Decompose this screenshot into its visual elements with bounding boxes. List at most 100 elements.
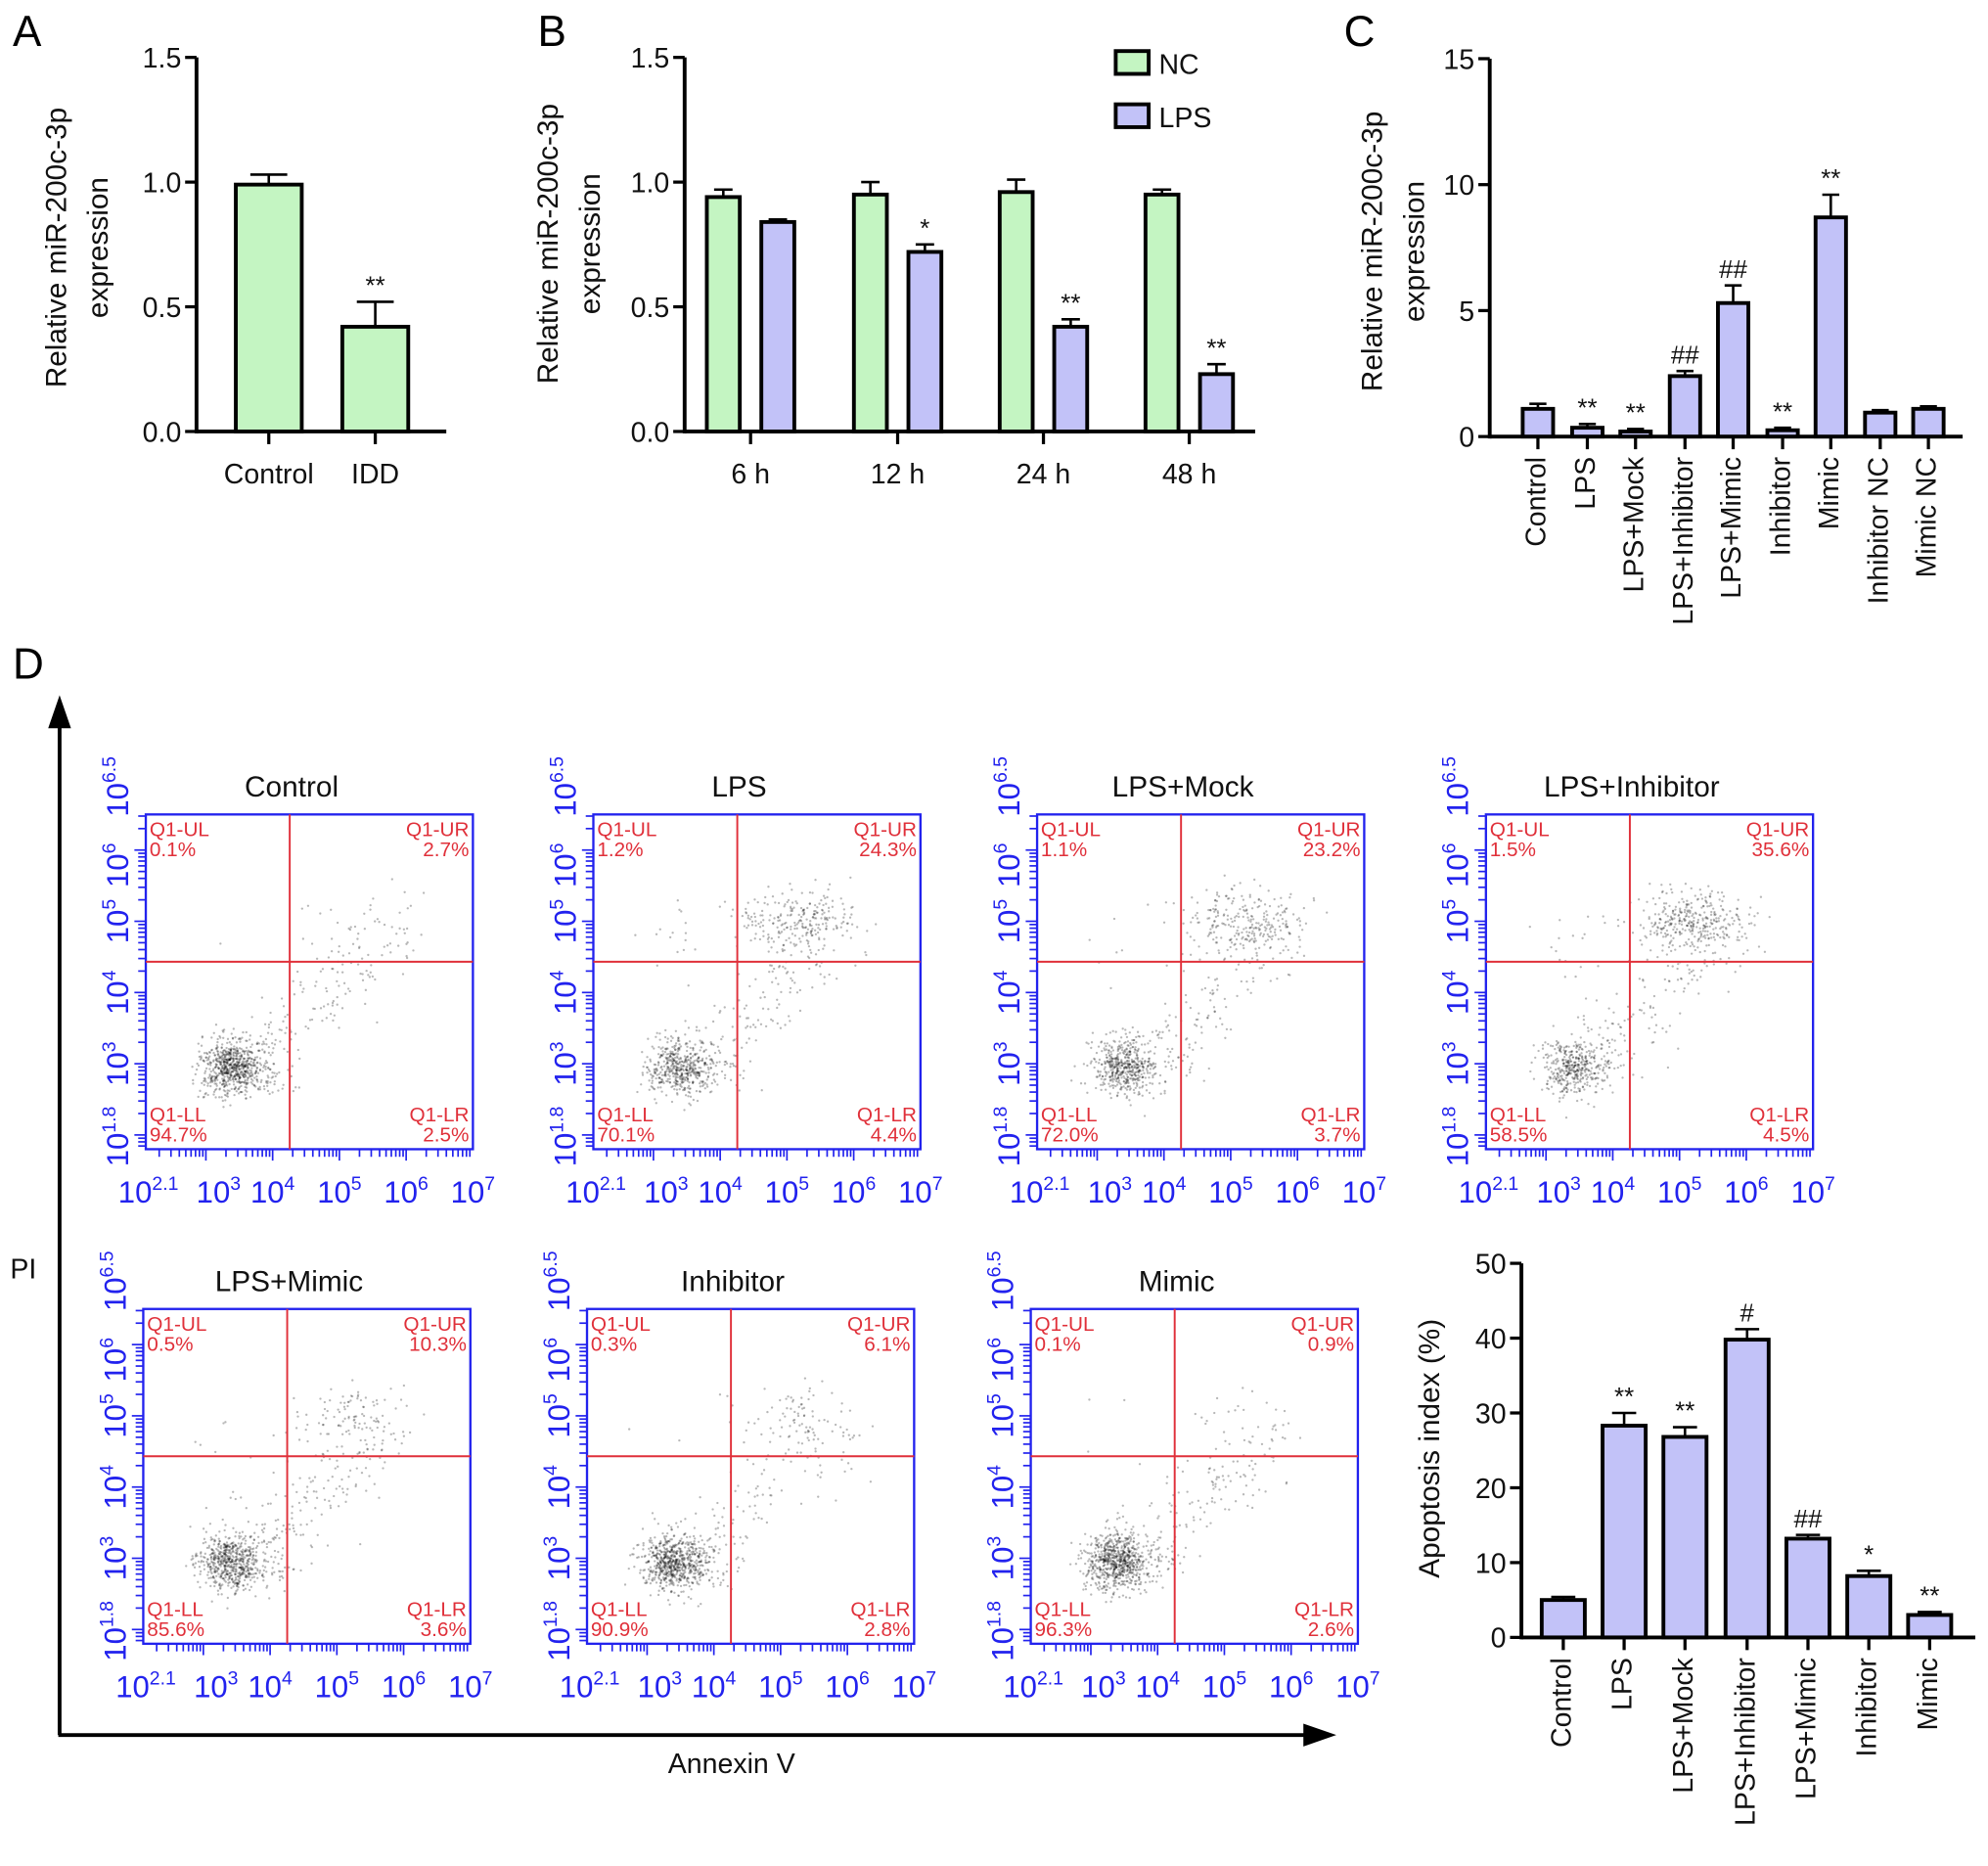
event-dot <box>1575 1075 1579 1078</box>
event-dot <box>372 1400 375 1403</box>
event-dot <box>1579 966 1582 969</box>
tick-exponent: 6 <box>546 843 567 854</box>
event-dot <box>332 999 335 1003</box>
event-dot <box>1276 977 1279 980</box>
event-dot <box>694 1068 698 1070</box>
event-dot <box>209 1536 212 1539</box>
event-dot <box>1271 934 1274 937</box>
event-dot <box>201 1036 203 1039</box>
event-dot <box>1588 1061 1592 1065</box>
event-dot <box>772 922 775 925</box>
event-dot <box>1166 1024 1170 1027</box>
event-dot <box>1583 1066 1587 1069</box>
quadrant-label-ll: Q1-LL <box>1490 1104 1547 1126</box>
event-dot <box>1224 924 1227 927</box>
event-dot <box>1207 1067 1210 1070</box>
event-dot <box>1608 1084 1611 1087</box>
event-dot <box>338 984 340 987</box>
event-dot <box>745 1004 748 1007</box>
event-dot <box>219 1561 223 1564</box>
event-dot <box>247 1067 249 1070</box>
event-dot <box>1552 1092 1555 1095</box>
event-dot <box>808 924 812 927</box>
event-dot <box>768 919 771 922</box>
event-dot <box>778 1003 781 1006</box>
event-dot <box>657 1072 660 1075</box>
event-dot <box>809 948 812 952</box>
event-dot <box>1111 1068 1114 1070</box>
event-dot <box>300 907 303 910</box>
event-dot <box>301 937 305 940</box>
event-dot <box>1617 1054 1620 1057</box>
event-dot <box>215 1547 218 1551</box>
significance-marker: ** <box>1061 290 1080 317</box>
event-dot <box>1217 895 1221 898</box>
y-tick-label: 106.5 <box>546 756 582 817</box>
event-dot <box>674 1042 678 1045</box>
event-dot <box>271 1091 274 1094</box>
event-dot <box>1590 1067 1594 1070</box>
event-dot <box>1273 897 1276 901</box>
event-dot <box>402 928 406 931</box>
event-dot <box>255 1524 258 1526</box>
event-dot <box>1291 913 1295 916</box>
event-dot <box>272 1063 276 1066</box>
y-tick-label: 106 <box>99 843 135 887</box>
event-dot <box>1209 909 1212 912</box>
event-dot <box>222 1077 226 1080</box>
event-dot <box>1532 1044 1535 1047</box>
event-dot <box>1282 937 1286 941</box>
event-dot <box>245 1083 248 1086</box>
event-dot <box>787 898 791 902</box>
event-dot <box>272 1471 275 1475</box>
event-dot <box>272 1561 275 1564</box>
event-dot <box>683 1088 687 1091</box>
tick-exponent: 7 <box>1376 1173 1386 1195</box>
event-dot <box>743 925 746 928</box>
event-dot <box>696 1059 700 1063</box>
event-dot <box>1256 958 1259 962</box>
event-dot <box>222 1059 225 1063</box>
event-dot <box>230 1050 233 1053</box>
event-dot <box>220 1046 223 1049</box>
event-dot <box>789 990 791 994</box>
flow-plot: LPS+MockQ1-UL1.1%Q1-UR23.2%Q1-LL72.0%Q1-… <box>990 756 1386 1209</box>
bar <box>1765 428 1800 439</box>
event-dot <box>1571 934 1575 937</box>
event-dot <box>849 876 852 880</box>
event-dot <box>795 923 798 926</box>
event-dot <box>689 1052 692 1056</box>
event-dot <box>1295 918 1299 922</box>
tick-exponent: 2.1 <box>1492 1173 1518 1195</box>
event-dot <box>753 915 757 919</box>
event-dot <box>692 1055 695 1058</box>
event-dot <box>1129 1104 1132 1107</box>
event-dot <box>813 917 816 920</box>
event-dot <box>1595 1046 1599 1049</box>
event-dot <box>1654 902 1657 906</box>
event-dot <box>1709 913 1713 917</box>
event-dot <box>1696 918 1700 922</box>
event-dot <box>1691 979 1694 981</box>
event-dot <box>253 1531 256 1534</box>
event-dot <box>237 1067 241 1070</box>
event-dot <box>1740 935 1743 938</box>
y-tick-label: 1.0 <box>143 167 182 199</box>
event-dot <box>1631 932 1635 934</box>
event-dot <box>232 1052 235 1055</box>
event-dot <box>212 1093 215 1096</box>
tick-base: 10 <box>1591 1175 1625 1209</box>
event-dot <box>241 1090 244 1094</box>
tick-base: 10 <box>1441 853 1475 887</box>
event-dot <box>1674 948 1677 951</box>
tick-base: 10 <box>992 980 1026 1015</box>
event-dot <box>1161 1030 1164 1034</box>
event-dot <box>1108 1031 1112 1034</box>
event-dot <box>1709 902 1712 905</box>
event-dot <box>676 1050 680 1053</box>
event-dot <box>211 1548 214 1552</box>
event-dot <box>1553 1075 1557 1078</box>
event-dot <box>1589 1042 1592 1045</box>
event-dot <box>1143 1071 1146 1074</box>
event-dot <box>1553 1071 1556 1074</box>
